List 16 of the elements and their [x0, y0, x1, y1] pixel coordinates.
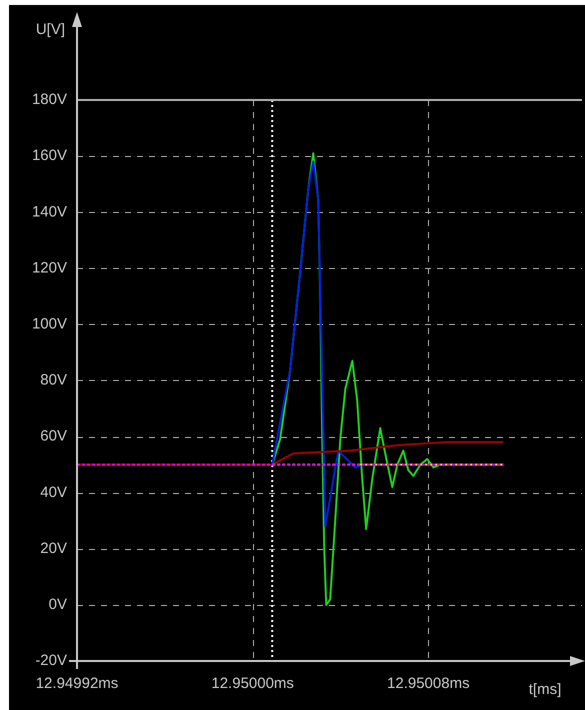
- y-tick-label: 60V: [40, 428, 67, 445]
- y-tick-label: 20V: [40, 540, 67, 557]
- y-tick-label: 160V: [32, 147, 67, 164]
- y-tick-label: -20V: [35, 652, 67, 670]
- x-axis-title: t[ms]: [528, 681, 562, 698]
- x-tick-label: 12.95008ms: [387, 675, 470, 692]
- y-tick-label: 140V: [32, 203, 67, 220]
- y-axis-title: U[V]: [36, 21, 65, 38]
- y-tick-label: 120V: [32, 259, 67, 276]
- y-tick-label: 80V: [40, 372, 67, 389]
- y-tick-label: 0V: [48, 596, 67, 614]
- x-tick-label: 12.94992ms: [36, 675, 118, 692]
- y-tick-label: 180V: [32, 91, 67, 108]
- x-tick-label: 12.95000ms: [211, 675, 294, 692]
- y-tick-label: 100V: [32, 316, 67, 333]
- y-tick-label: 40V: [40, 484, 67, 501]
